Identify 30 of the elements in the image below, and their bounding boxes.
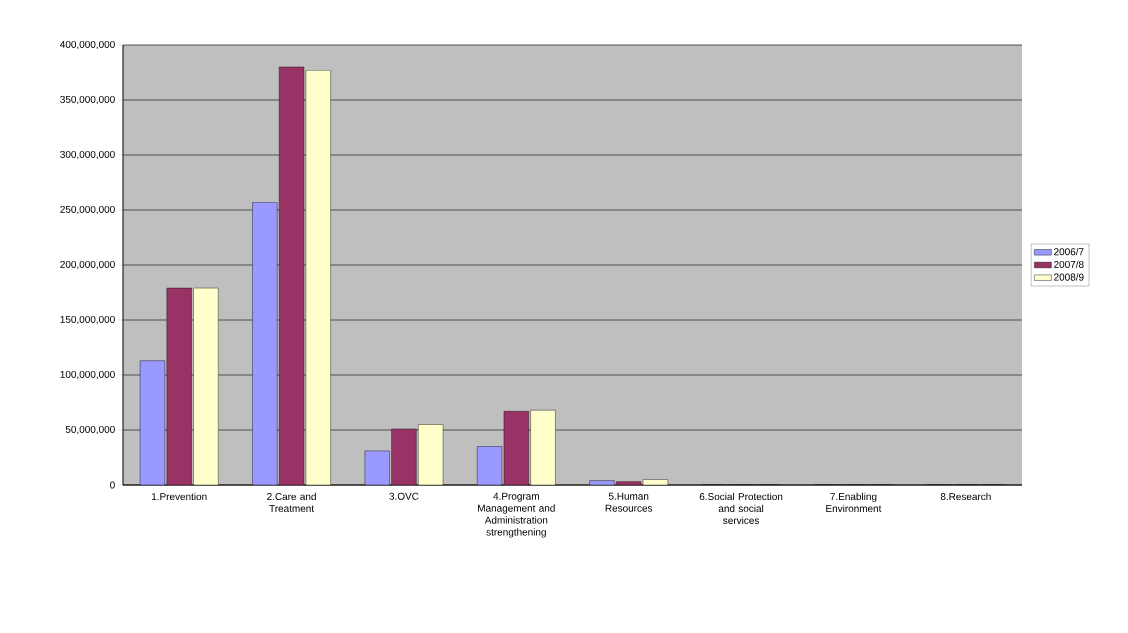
bar bbox=[305, 70, 331, 485]
y-tick-label: 0 bbox=[110, 481, 115, 489]
bar bbox=[503, 411, 529, 485]
bar bbox=[193, 287, 219, 485]
legend-label: 2007/8 bbox=[1054, 260, 1084, 268]
x-tick-label: 5.Human Resources bbox=[605, 492, 653, 512]
x-tick-label: 6.Social Protection and social services bbox=[699, 492, 783, 524]
bar bbox=[139, 360, 166, 485]
legend-label: 2008/9 bbox=[1054, 273, 1084, 281]
bar bbox=[166, 287, 192, 485]
x-tick-label: 7.Enabling Environment bbox=[826, 492, 882, 513]
bar bbox=[279, 66, 305, 485]
y-tick-label: 250,000,000 bbox=[60, 205, 115, 215]
x-tick-label: 1.Prevention bbox=[151, 492, 207, 501]
y-tick-label: 350,000,000 bbox=[60, 95, 115, 105]
y-tick-label: 50,000,000 bbox=[65, 425, 115, 435]
x-tick-label: 4.Program Management and Administration strengthening bbox=[478, 492, 555, 538]
x-tick-label: 8.Research bbox=[940, 492, 991, 501]
y-tick-label: 400,000,000 bbox=[60, 40, 115, 50]
bar bbox=[252, 202, 278, 485]
legend-label: 2006/7 bbox=[1054, 247, 1084, 256]
x-tick-label: 2.Care and Treatment bbox=[267, 492, 316, 513]
y-tick-label: 200,000,000 bbox=[60, 260, 115, 270]
x-tick-label: 3.OVC bbox=[389, 492, 419, 500]
y-tick-label: 150,000,000 bbox=[60, 315, 115, 325]
bar bbox=[530, 410, 556, 485]
bar bbox=[391, 428, 417, 485]
y-tick-label: 300,000,000 bbox=[60, 150, 115, 160]
y-tick-label: 100,000,000 bbox=[60, 370, 115, 380]
bar bbox=[418, 424, 444, 485]
